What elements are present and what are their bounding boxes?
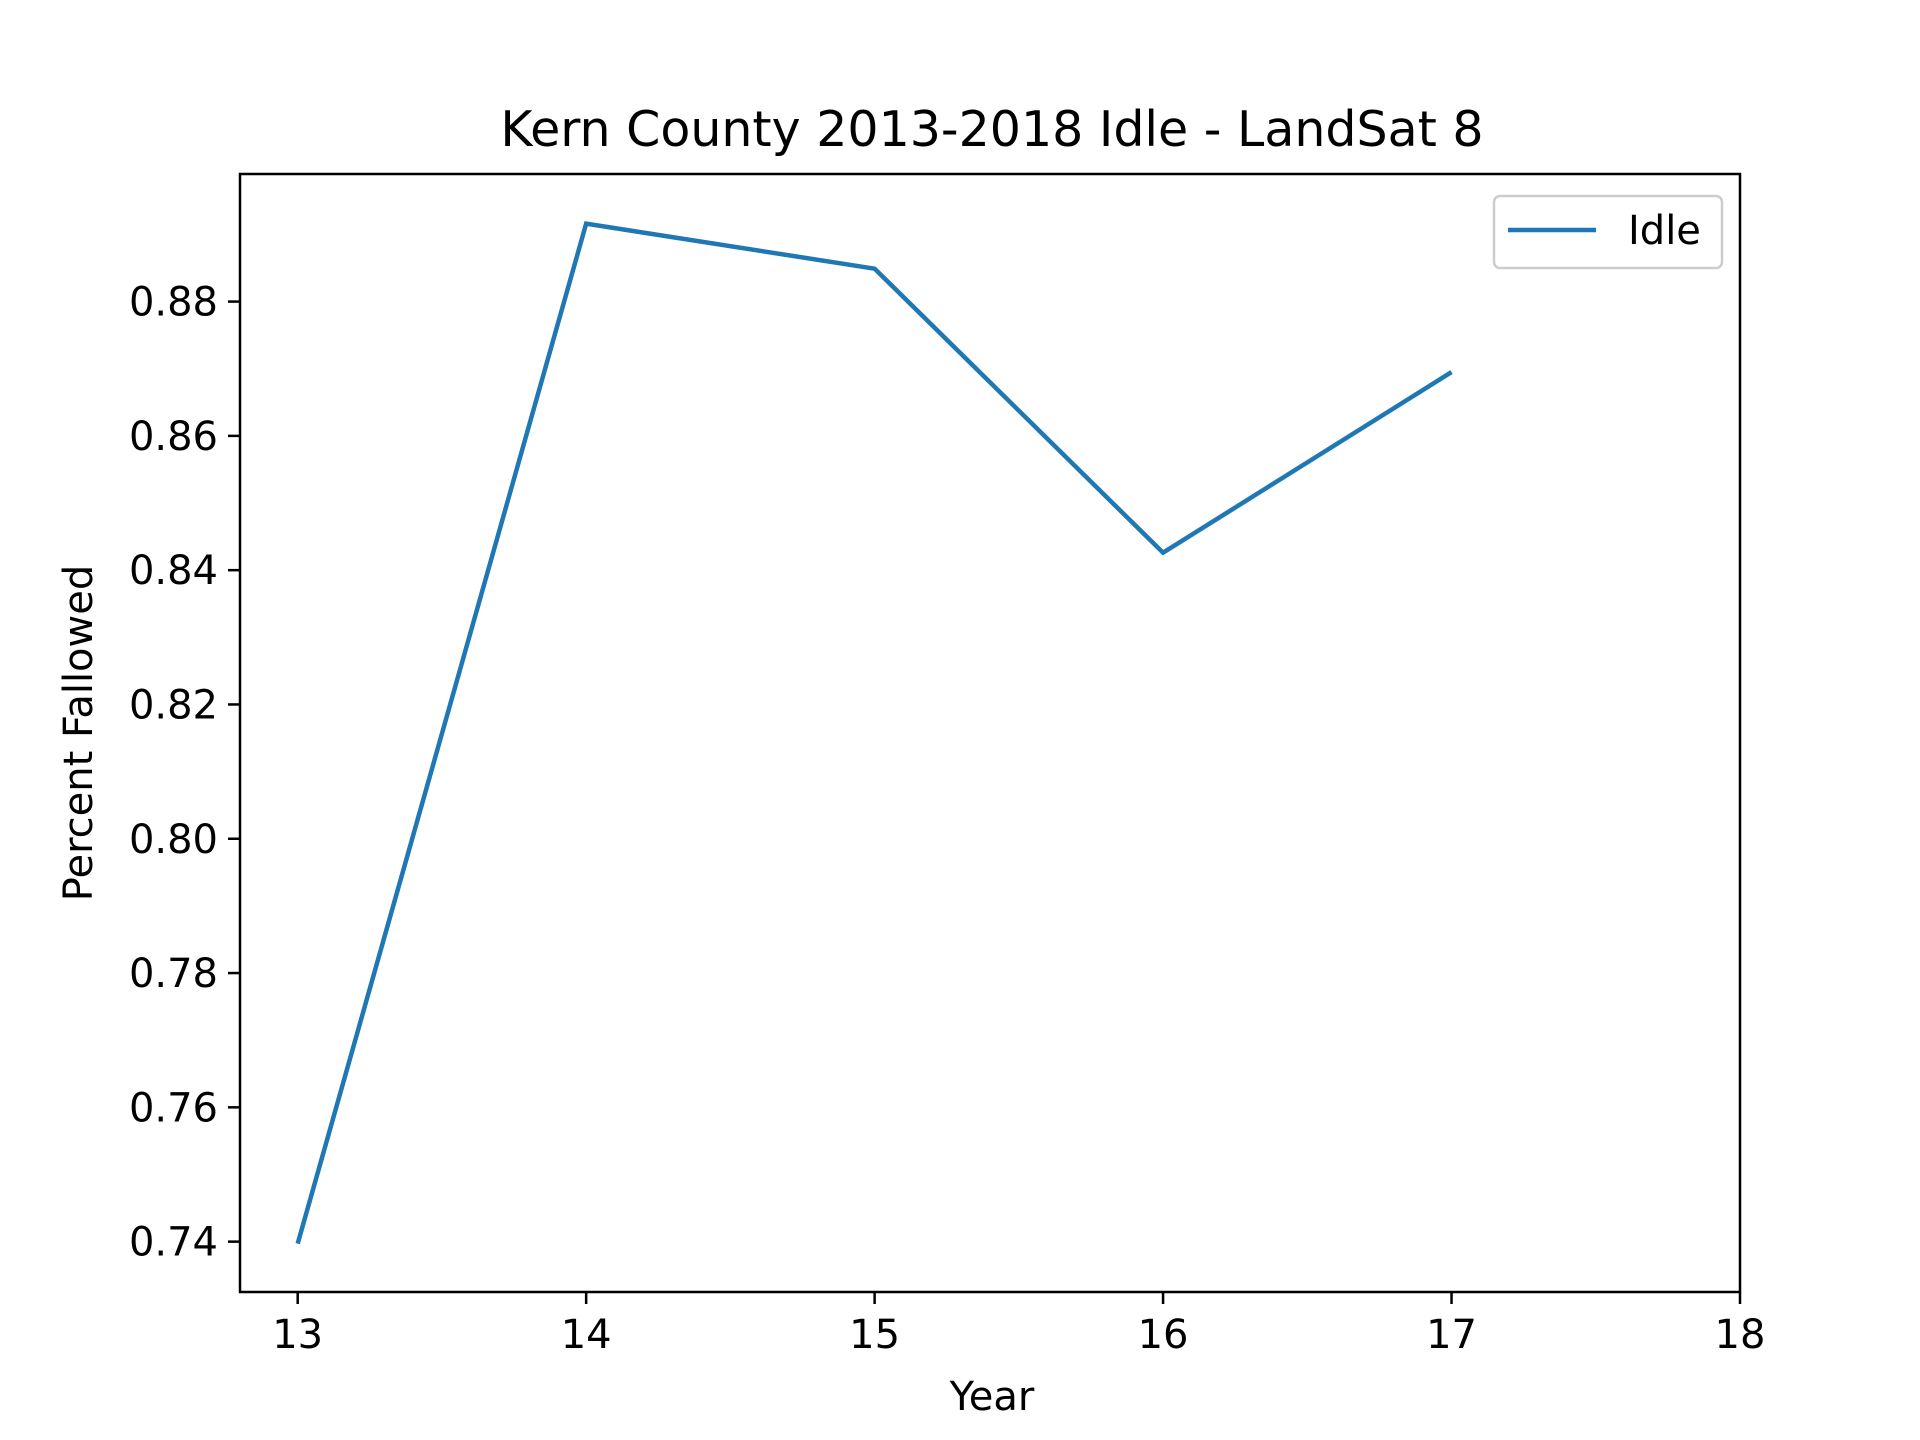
legend-box [1492,194,1724,270]
series-line-idle [295,221,1453,1245]
x-tick-label: 15 [849,1312,900,1358]
y-tick-label: 0.88 [129,280,218,326]
series-layer [295,221,1453,1245]
y-tick-label: 0.80 [129,817,218,863]
x-tick-label: 16 [1138,1312,1189,1358]
x-tick-label: 14 [561,1312,612,1358]
y-tick-label: 0.84 [129,548,218,594]
x-tick-label: 17 [1426,1312,1477,1358]
x-tick-label: 18 [1715,1312,1766,1358]
y-tick-label: 0.86 [129,414,218,460]
y-tick-label: 0.74 [129,1220,218,1266]
x-tick-label: 13 [272,1312,323,1358]
plot-frame [238,172,1742,1294]
x-axis-label: Year [949,1374,1035,1420]
legend-label-idle: Idle [1628,208,1701,254]
y-tick-label: 0.76 [129,1085,218,1131]
y-axis-ticks: 0.74 0.76 0.78 0.80 0.82 0.84 0.86 0.88 [129,280,240,1266]
y-tick-label: 0.82 [129,682,218,728]
legend: Idle [1492,194,1724,270]
chart-title: Kern County 2013-2018 Idle - LandSat 8 [500,101,1483,158]
y-tick-label: 0.78 [129,951,218,997]
x-axis-ticks: 13 14 15 16 17 18 [272,1292,1765,1358]
y-axis-label: Percent Fallowed [56,565,102,901]
